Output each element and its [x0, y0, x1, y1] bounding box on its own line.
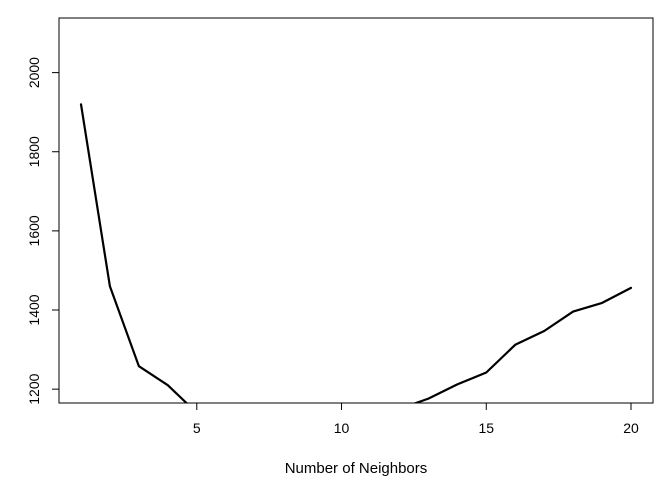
y-tick-label: 1800 [26, 136, 42, 167]
y-tick-label: 1200 [26, 373, 42, 404]
y-tick-label: 1600 [26, 215, 42, 246]
y-tick-label: 1400 [26, 294, 42, 325]
plot-area [79, 103, 633, 403]
y-tick-label: 2000 [26, 57, 42, 88]
axes: 5 10 15 20 1200 1400 1600 1800 2000 [26, 17, 654, 436]
series-line-1 [79, 103, 633, 403]
x-tick-label: 10 [334, 420, 350, 436]
x-tick-label: 20 [623, 420, 639, 436]
x-axis-title: Number of Neighbors [285, 460, 428, 477]
x-tick-label: 15 [478, 420, 494, 436]
x-tick-label: 5 [193, 420, 201, 436]
plot-frame [58, 17, 654, 404]
